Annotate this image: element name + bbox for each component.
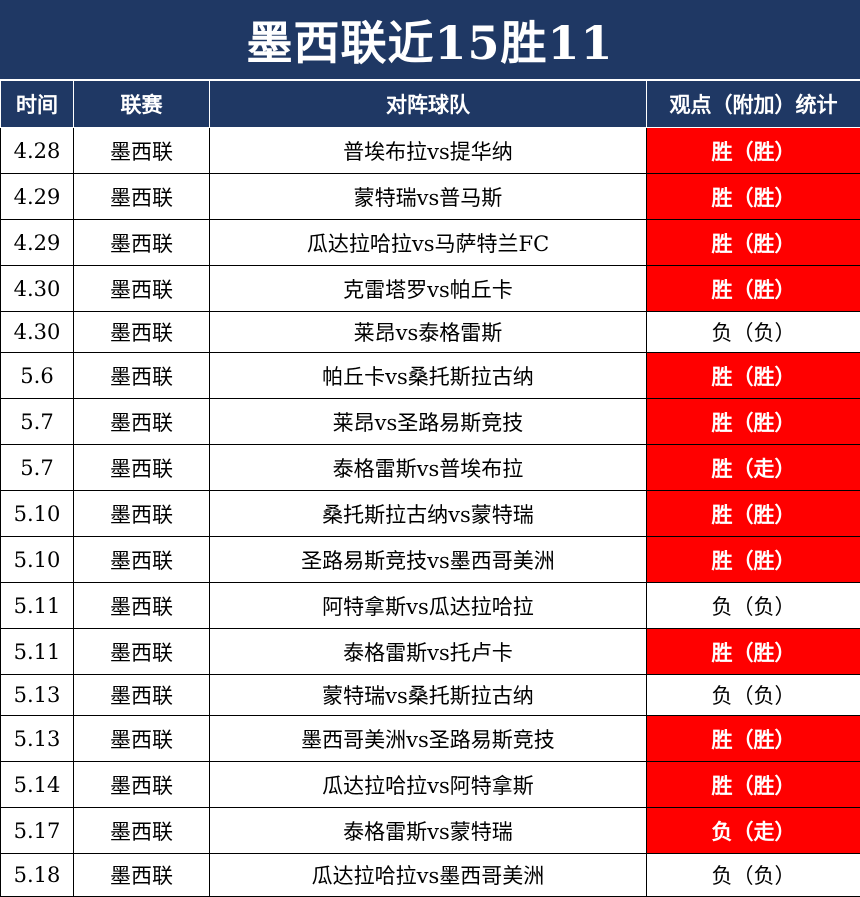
cell-result: 胜（胜） xyxy=(647,128,860,174)
cell-result: 负（负） xyxy=(647,312,860,353)
cell-league: 墨西联 xyxy=(74,399,210,445)
cell-result: 负（负） xyxy=(647,583,860,629)
cell-league: 墨西联 xyxy=(74,583,210,629)
cell-time: 4.30 xyxy=(1,266,74,312)
cell-league: 墨西联 xyxy=(74,491,210,537)
cell-match: 莱昂vs圣路易斯竞技 xyxy=(210,399,647,445)
cell-match: 莱昂vs泰格雷斯 xyxy=(210,312,647,353)
cell-match: 蒙特瑞vs桑托斯拉古纳 xyxy=(210,675,647,716)
cell-result: 胜（胜） xyxy=(647,174,860,220)
cell-league: 墨西联 xyxy=(74,312,210,353)
cell-match: 瓜达拉哈拉vs马萨特兰FC xyxy=(210,220,647,266)
cell-league: 墨西联 xyxy=(74,537,210,583)
cell-league: 墨西联 xyxy=(74,266,210,312)
cell-result: 胜（胜） xyxy=(647,399,860,445)
cell-result: 胜（胜） xyxy=(647,537,860,583)
cell-league: 墨西联 xyxy=(74,353,210,399)
cell-match: 帕丘卡vs桑托斯拉古纳 xyxy=(210,353,647,399)
cell-result: 负（走） xyxy=(647,808,860,854)
cell-time: 5.17 xyxy=(1,808,74,854)
header-match: 对阵球队 xyxy=(210,81,647,128)
cell-time: 5.18 xyxy=(1,854,74,897)
cell-match: 泰格雷斯vs普埃布拉 xyxy=(210,445,647,491)
cell-match: 泰格雷斯vs托卢卡 xyxy=(210,629,647,675)
cell-league: 墨西联 xyxy=(74,445,210,491)
cell-time: 5.10 xyxy=(1,537,74,583)
cell-league: 墨西联 xyxy=(74,174,210,220)
cell-result: 胜（胜） xyxy=(647,353,860,399)
cell-time: 4.29 xyxy=(1,220,74,266)
cell-result: 胜（胜） xyxy=(647,220,860,266)
cell-time: 4.28 xyxy=(1,128,74,174)
cell-time: 5.7 xyxy=(1,399,74,445)
cell-time: 4.29 xyxy=(1,174,74,220)
header-result: 观点（附加）统计 xyxy=(647,81,860,128)
cell-league: 墨西联 xyxy=(74,220,210,266)
sheet-title: 墨西联近15胜11 xyxy=(0,0,860,80)
cell-match: 克雷塔罗vs帕丘卡 xyxy=(210,266,647,312)
cell-result: 胜（走） xyxy=(647,445,860,491)
cell-time: 5.11 xyxy=(1,583,74,629)
cell-result: 胜（胜） xyxy=(647,762,860,808)
cell-league: 墨西联 xyxy=(74,629,210,675)
cell-match: 圣路易斯竞技vs墨西哥美洲 xyxy=(210,537,647,583)
cell-league: 墨西联 xyxy=(74,128,210,174)
cell-match: 瓜达拉哈拉vs阿特拿斯 xyxy=(210,762,647,808)
cell-league: 墨西联 xyxy=(74,762,210,808)
cell-result: 胜（胜） xyxy=(647,629,860,675)
cell-result: 负（负） xyxy=(647,854,860,897)
cell-league: 墨西联 xyxy=(74,675,210,716)
cell-match: 普埃布拉vs提华纳 xyxy=(210,128,647,174)
cell-match: 墨西哥美洲vs圣路易斯竞技 xyxy=(210,716,647,762)
cell-result: 负（负） xyxy=(647,675,860,716)
cell-match: 蒙特瑞vs普马斯 xyxy=(210,174,647,220)
cell-time: 5.13 xyxy=(1,716,74,762)
cell-match: 桑托斯拉古纳vs蒙特瑞 xyxy=(210,491,647,537)
cell-time: 5.14 xyxy=(1,762,74,808)
header-time: 时间 xyxy=(1,81,74,128)
cell-time: 4.30 xyxy=(1,312,74,353)
cell-result: 胜（胜） xyxy=(647,491,860,537)
cell-result: 胜（胜） xyxy=(647,716,860,762)
cell-match: 泰格雷斯vs蒙特瑞 xyxy=(210,808,647,854)
cell-league: 墨西联 xyxy=(74,808,210,854)
cell-time: 5.13 xyxy=(1,675,74,716)
cell-league: 墨西联 xyxy=(74,716,210,762)
cell-result: 胜（胜） xyxy=(647,266,860,312)
cell-league: 墨西联 xyxy=(74,854,210,897)
cell-time: 5.11 xyxy=(1,629,74,675)
cell-match: 瓜达拉哈拉vs墨西哥美洲 xyxy=(210,854,647,897)
header-league: 联赛 xyxy=(74,81,210,128)
cell-match: 阿特拿斯vs瓜达拉哈拉 xyxy=(210,583,647,629)
cell-time: 5.6 xyxy=(1,353,74,399)
header-row: 时间 联赛 对阵球队 观点（附加）统计 xyxy=(1,81,860,128)
cell-time: 5.10 xyxy=(1,491,74,537)
cell-time: 5.7 xyxy=(1,445,74,491)
